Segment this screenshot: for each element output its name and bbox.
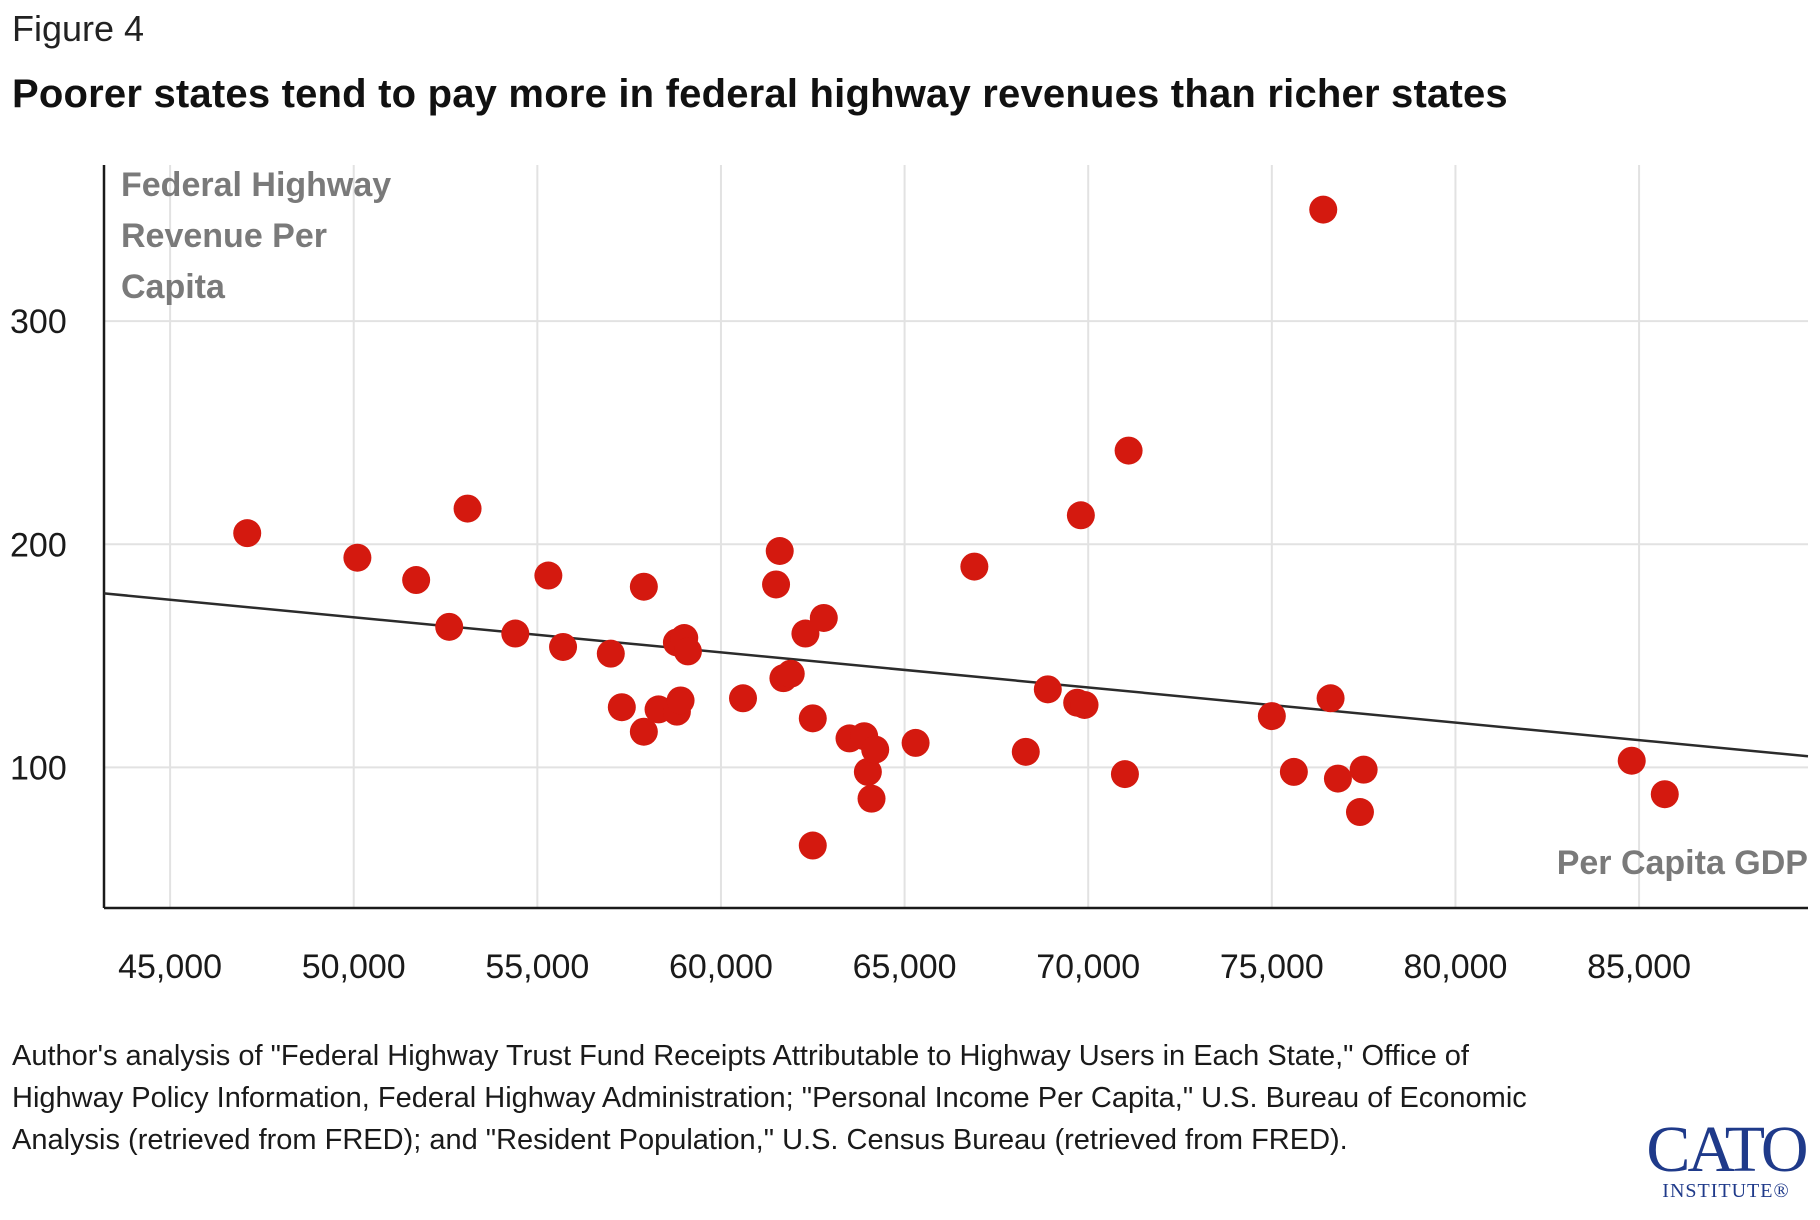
data-point — [549, 632, 578, 661]
data-point — [857, 784, 886, 813]
scatter-chart: 45,000 50,000 55,000 60,000 65,000 70,000 75,0… — [10, 165, 1809, 986]
y-tick-label: 100 — [10, 749, 67, 787]
data-point — [435, 612, 464, 641]
data-point — [798, 704, 827, 733]
logo-main-text: CATO — [1646, 1113, 1808, 1186]
data-point — [1316, 684, 1345, 713]
axis-labels: Federal Highway Revenue Per Capita Per C… — [121, 166, 1808, 882]
data-point — [1349, 755, 1378, 784]
x-tick-label: 60,000 — [669, 948, 773, 986]
data-point — [960, 552, 989, 581]
data-point — [534, 561, 563, 590]
x-axis-label: Per Capita GDP — [1557, 844, 1808, 882]
data-point — [1011, 737, 1040, 766]
x-tick-label: 45,000 — [118, 948, 222, 986]
data-point — [1033, 675, 1062, 704]
data-point — [1650, 780, 1679, 809]
axes — [102, 165, 1808, 910]
y-axis-label-line-2: Revenue Per — [121, 217, 327, 255]
data-point — [1279, 757, 1308, 786]
data-point — [861, 735, 890, 764]
data-point — [791, 619, 820, 648]
data-point — [596, 639, 625, 668]
x-tick-label: 75,000 — [1220, 948, 1324, 986]
data-point — [1617, 746, 1646, 775]
data-point — [1345, 798, 1374, 827]
y-axis-label-line-1: Federal Highway — [121, 166, 391, 204]
x-tick-label: 50,000 — [302, 948, 406, 986]
source-note: Author's analysis of "Federal Highway Tr… — [12, 1040, 1527, 1156]
data-point — [1114, 436, 1143, 465]
data-point — [1066, 501, 1095, 530]
data-point — [666, 686, 695, 715]
data-point — [901, 728, 930, 757]
data-point — [1309, 195, 1338, 224]
y-axis-label-line-3: Capita — [121, 268, 226, 306]
chart-title: Poorer states tend to pay more in federa… — [12, 72, 1508, 116]
data-point — [776, 659, 805, 688]
tick-labels: 45,000 50,000 55,000 60,000 65,000 70,000 75,0… — [10, 303, 1691, 986]
data-point — [1257, 702, 1286, 731]
data-point — [453, 494, 482, 523]
data-point — [501, 619, 530, 648]
x-tick-label: 70,000 — [1036, 948, 1140, 986]
x-tick-label: 85,000 — [1587, 948, 1691, 986]
data-point — [1323, 764, 1352, 793]
data-point — [629, 572, 658, 601]
data-point — [673, 637, 702, 666]
y-tick-label: 300 — [10, 303, 67, 341]
gridlines — [104, 165, 1808, 908]
data-point — [233, 519, 262, 548]
x-tick-label: 65,000 — [853, 948, 957, 986]
data-point — [798, 831, 827, 860]
x-tick-label: 80,000 — [1403, 948, 1507, 986]
cato-logo: CATO INSTITUTE® — [1640, 1113, 1812, 1203]
data-point — [402, 566, 431, 595]
data-point — [809, 603, 838, 632]
data-point — [762, 570, 791, 599]
y-tick-label: 200 — [10, 526, 67, 564]
data-point — [343, 543, 372, 572]
trendline-group — [103, 592, 1809, 758]
data-point — [1070, 690, 1099, 719]
data-point — [629, 717, 658, 746]
data-points — [233, 195, 1679, 860]
x-tick-label: 55,000 — [485, 948, 589, 986]
data-point — [853, 757, 882, 786]
data-point — [765, 537, 794, 566]
data-point — [729, 684, 757, 713]
data-point — [1110, 760, 1139, 789]
figure-label: Figure 4 — [12, 8, 145, 49]
trend-line — [103, 592, 1809, 758]
logo-sub-text: INSTITUTE® — [1662, 1180, 1790, 1202]
data-point — [607, 693, 636, 722]
